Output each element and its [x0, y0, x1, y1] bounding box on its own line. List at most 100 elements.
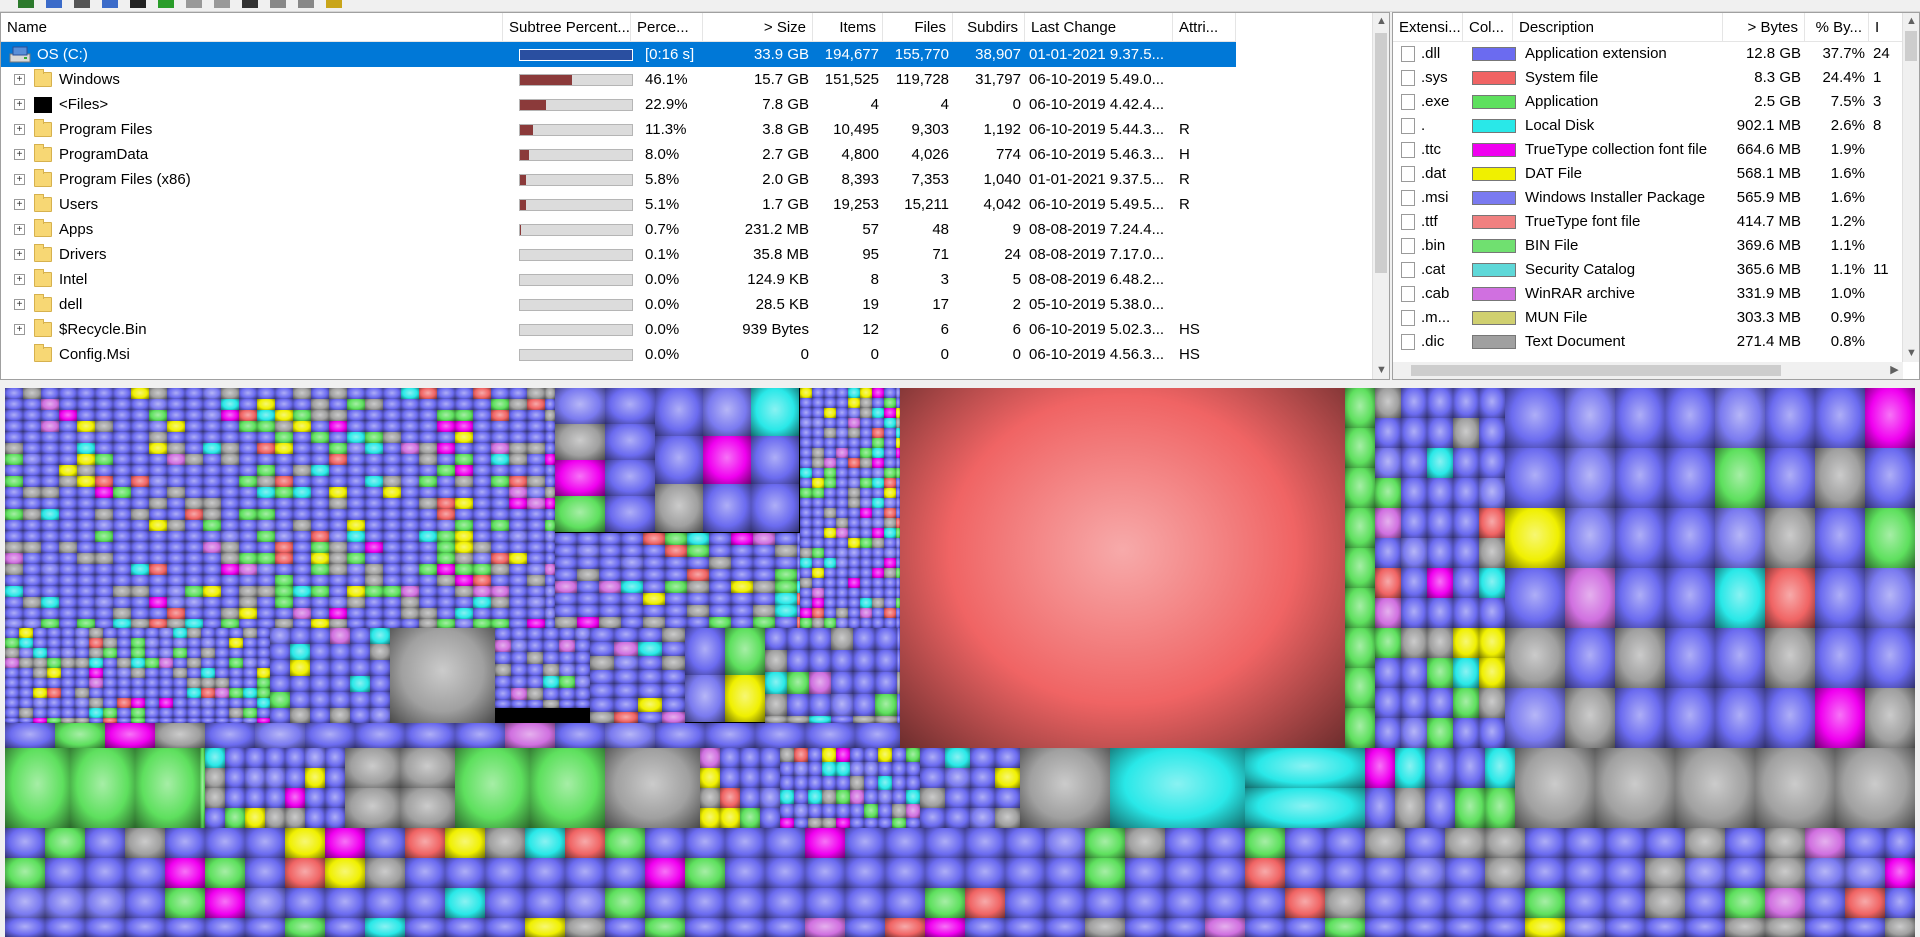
treemap-tile[interactable]	[89, 658, 103, 668]
treemap-tile[interactable]	[665, 569, 687, 581]
treemap-tile[interactable]	[491, 454, 509, 465]
treemap-tile[interactable]	[824, 478, 836, 488]
treemap-tile[interactable]	[365, 858, 405, 888]
treemap-tile[interactable]	[203, 410, 221, 421]
treemap-tile[interactable]	[1845, 828, 1885, 858]
treemap-tile[interactable]	[257, 564, 275, 575]
treemap-tile[interactable]	[437, 597, 455, 608]
treemap-tile[interactable]	[95, 597, 113, 608]
expand-icon[interactable]: +	[14, 174, 25, 185]
treemap-tile[interactable]	[167, 432, 185, 443]
treemap-tile[interactable]	[1125, 918, 1165, 937]
treemap-tile[interactable]	[509, 586, 527, 597]
delete-icon[interactable]	[186, 0, 202, 8]
treemap-tile[interactable]	[925, 858, 965, 888]
treemap-tile[interactable]	[1715, 628, 1765, 688]
treemap-tile[interactable]	[257, 509, 275, 520]
treemap-tile[interactable]	[350, 628, 370, 644]
treemap-tile[interactable]	[347, 388, 365, 399]
treemap-tile[interactable]	[527, 700, 543, 708]
treemap-tile[interactable]	[131, 509, 149, 520]
treemap-tile[interactable]	[1565, 448, 1615, 508]
treemap-tile[interactable]	[621, 533, 643, 545]
treemap-tile[interactable]	[185, 597, 203, 608]
treemap-tile[interactable]	[1365, 888, 1405, 918]
treemap-tile[interactable]	[836, 448, 848, 458]
treemap-tile[interactable]	[665, 617, 687, 628]
treemap-tile[interactable]	[1595, 748, 1675, 828]
scroll-thumb[interactable]	[1411, 365, 1781, 376]
treemap-tile[interactable]	[872, 618, 884, 628]
treemap-tile[interactable]	[145, 688, 159, 698]
treemap-tile[interactable]	[325, 918, 365, 937]
treemap-tile[interactable]	[257, 498, 275, 509]
treemap-tile[interactable]	[848, 488, 860, 498]
treemap-tile[interactable]	[864, 790, 878, 804]
treemap-tile[interactable]	[836, 498, 848, 508]
treemap-tile[interactable]	[853, 650, 875, 672]
treemap-tile[interactable]	[23, 443, 41, 454]
treemap-tile[interactable]	[848, 538, 860, 548]
treemap-tile[interactable]	[257, 410, 275, 421]
treemap-tile[interactable]	[95, 619, 113, 628]
treemap-tile[interactable]	[1345, 388, 1375, 428]
treemap-tile[interactable]	[329, 608, 347, 619]
treemap-tile[interactable]	[812, 478, 824, 488]
treemap-tile[interactable]	[884, 588, 896, 598]
treemap-tile[interactable]	[884, 568, 896, 578]
treemap-tile[interactable]	[311, 520, 329, 531]
treemap-tile[interactable]	[243, 628, 257, 638]
treemap-tile[interactable]	[311, 443, 329, 454]
treemap-tile[interactable]	[270, 644, 290, 660]
treemap-tile[interactable]	[896, 458, 900, 468]
treemap-tile[interactable]	[559, 628, 575, 640]
treemap-tile[interactable]	[77, 586, 95, 597]
treemap-tile[interactable]	[347, 520, 365, 531]
treemap-tile[interactable]	[892, 818, 906, 828]
zoom-in-icon[interactable]	[270, 0, 286, 8]
treemap-tile[interactable]	[1085, 858, 1125, 888]
treemap-tile[interactable]	[285, 748, 305, 768]
treemap-tile[interactable]	[383, 421, 401, 432]
treemap-tile[interactable]	[860, 388, 872, 398]
treemap-tile[interactable]	[822, 762, 836, 776]
treemap-tile[interactable]	[455, 531, 473, 542]
treemap-tile[interactable]	[775, 545, 797, 557]
treemap-tile[interactable]	[590, 628, 614, 642]
treemap-tile[interactable]	[511, 640, 527, 652]
treemap-tile[interactable]	[437, 553, 455, 564]
treemap-tile[interactable]	[401, 454, 419, 465]
treemap-tile[interactable]	[731, 533, 753, 545]
treemap-tile[interactable]	[347, 564, 365, 575]
treemap-tile[interactable]	[800, 408, 812, 418]
treemap-tile[interactable]	[884, 428, 896, 438]
treemap-tile[interactable]	[455, 575, 473, 586]
treemap-tile[interactable]	[311, 388, 329, 399]
treemap-tile[interactable]	[167, 531, 185, 542]
treemap-tile[interactable]	[892, 790, 906, 804]
treemap-tile[interactable]	[455, 564, 473, 575]
treemap-tile[interactable]	[311, 421, 329, 432]
treemap-tile[interactable]	[824, 618, 836, 628]
treemap-tile[interactable]	[59, 575, 77, 586]
treemap-tile[interactable]	[836, 458, 848, 468]
treemap-tile[interactable]	[965, 918, 1005, 937]
treemap-tile[interactable]	[293, 432, 311, 443]
treemap-tile[interactable]	[599, 593, 621, 605]
treemap-tile[interactable]	[812, 448, 824, 458]
treemap-tile[interactable]	[187, 678, 201, 688]
treemap-tile[interactable]	[257, 638, 270, 648]
treemap-tile[interactable]	[473, 597, 491, 608]
treemap-tile[interactable]	[5, 553, 23, 564]
treemap-tile[interactable]	[185, 388, 203, 399]
treemap-tile[interactable]	[1110, 748, 1245, 828]
treemap-tile[interactable]	[293, 410, 311, 421]
treemap-tile[interactable]	[575, 688, 590, 700]
treemap-tile[interactable]	[765, 672, 787, 694]
treemap-tile[interactable]	[605, 918, 645, 937]
treemap-tile[interactable]	[41, 443, 59, 454]
treemap-tile[interactable]	[638, 670, 662, 684]
treemap-tile[interactable]	[848, 548, 860, 558]
treemap-tile[interactable]	[59, 465, 77, 476]
treemap-tile[interactable]	[643, 569, 665, 581]
